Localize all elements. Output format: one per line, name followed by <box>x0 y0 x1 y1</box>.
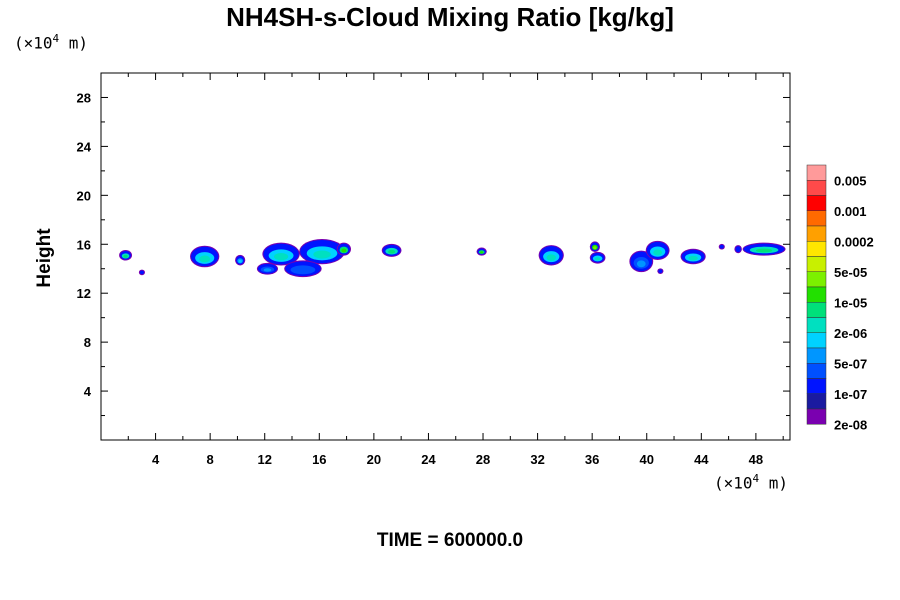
x-tick-label: 8 <box>207 452 214 467</box>
y-tick-label: 12 <box>77 286 91 301</box>
colorbar-swatch <box>806 210 827 227</box>
cloud-10 <box>476 247 487 256</box>
cloud-17 <box>680 248 706 265</box>
cloud-core <box>688 255 698 261</box>
cloud-edge <box>658 269 663 274</box>
colorbar-label: 1e-05 <box>834 295 867 310</box>
cloud-4 <box>256 262 279 275</box>
colorbar-label: 5e-07 <box>834 356 867 371</box>
colorbar-swatch <box>806 408 827 425</box>
cloud-core <box>546 254 556 261</box>
y-tick-label: 16 <box>77 237 91 252</box>
colorbar-swatch <box>806 347 827 364</box>
x-unit-label: (×104 m) <box>714 472 789 493</box>
cloud-13 <box>589 251 606 264</box>
cloud-20 <box>742 242 786 256</box>
x-tick-label: 36 <box>585 452 599 467</box>
cloud-12 <box>589 241 600 252</box>
cloud-edge <box>735 246 741 253</box>
cloud-core <box>274 253 289 261</box>
colorbar-swatch <box>806 393 827 410</box>
cloud-core <box>755 248 773 253</box>
y-tick-label: 28 <box>77 90 91 105</box>
cloud-core <box>199 255 211 263</box>
cloud-8 <box>336 242 351 256</box>
colorbar-swatch <box>806 195 827 211</box>
colorbar-labels: 0.005 0.001 0.0002 5e-05 1e-05 2e-06 5e-07 1e-0… <box>834 173 874 432</box>
cloud-14 <box>629 250 654 273</box>
x-tick-label: 32 <box>530 452 544 467</box>
y-tick-label: 8 <box>84 335 91 350</box>
cloud-18 <box>718 243 725 250</box>
y-tick-label: 20 <box>77 188 91 203</box>
cloud-core <box>636 260 646 268</box>
cloud-core <box>295 267 311 274</box>
colorbar-label: 2e-06 <box>834 326 867 341</box>
colorbar-swatch <box>806 363 827 379</box>
colorbar <box>806 164 827 425</box>
colorbar-swatch <box>806 164 827 181</box>
y-tick-labels: 4 8 12 16 20 24 28 <box>77 90 92 399</box>
cloud-core <box>594 257 601 261</box>
cloud-9 <box>381 243 402 257</box>
colorbar-swatch <box>806 225 827 242</box>
cloud-15 <box>645 240 670 260</box>
cloud-core <box>653 249 663 256</box>
x-tick-label: 12 <box>257 452 271 467</box>
colorbar-swatch <box>806 271 827 288</box>
x-tick-label: 44 <box>694 452 709 467</box>
cloud-core <box>593 246 597 250</box>
colorbar-label: 1e-07 <box>834 387 867 402</box>
colorbar-swatch <box>806 286 827 303</box>
axis-ticks <box>101 72 790 440</box>
y-unit-label: (×104 m) <box>14 32 89 53</box>
x-tick-label: 28 <box>476 452 490 467</box>
cloud-core <box>480 251 484 254</box>
cloud-core <box>388 249 396 254</box>
colorbar-label: 0.001 <box>834 204 867 219</box>
cloud-core <box>123 254 128 258</box>
x-tick-label: 16 <box>312 452 326 467</box>
cloud-6 <box>299 238 345 265</box>
cloud-edge <box>719 244 724 249</box>
y-tick-label: 24 <box>77 139 92 154</box>
cloud-7 <box>284 260 322 278</box>
colorbar-swatch <box>806 378 827 394</box>
colorbar-label: 2e-08 <box>834 417 867 432</box>
cloud-1 <box>138 269 145 276</box>
cloud-3 <box>235 254 246 266</box>
cloud-2 <box>190 245 220 268</box>
x-tick-labels: 4 8 12 16 20 24 28 32 36 40 44 48 <box>152 452 763 467</box>
cloud-core <box>313 250 331 259</box>
time-label: TIME = 600000.0 <box>376 530 524 551</box>
x-tick-label: 4 <box>152 452 160 467</box>
cloud-layer <box>119 238 786 278</box>
cloud-core <box>341 248 347 253</box>
cloud-core <box>238 259 242 263</box>
cloud-0 <box>119 249 133 261</box>
cloud-5 <box>262 242 300 266</box>
chart-title: NH4SH-s-Cloud Mixing Ratio [kg/kg] <box>226 2 674 32</box>
colorbar-swatch <box>806 332 827 349</box>
colorbar-swatch <box>806 302 827 318</box>
x-tick-label: 20 <box>367 452 381 467</box>
cloud-16 <box>657 268 664 275</box>
colorbar-label: 5e-05 <box>834 265 867 280</box>
colorbar-swatch <box>806 180 827 196</box>
y-axis-label: Height <box>34 228 55 288</box>
x-tick-label: 40 <box>640 452 654 467</box>
cloud-edge <box>139 270 144 275</box>
cloud-core <box>263 268 272 272</box>
colorbar-swatch <box>806 241 827 257</box>
colorbar-label: 0.0002 <box>834 234 874 249</box>
x-tick-label: 24 <box>421 452 436 467</box>
y-tick-label: 4 <box>84 384 92 399</box>
colorbar-swatch <box>806 317 827 333</box>
colorbar-label: 0.005 <box>834 173 867 188</box>
cloud-19 <box>734 245 742 254</box>
cloud-11 <box>538 245 564 266</box>
colorbar-swatch <box>806 256 827 272</box>
x-tick-label: 48 <box>749 452 763 467</box>
